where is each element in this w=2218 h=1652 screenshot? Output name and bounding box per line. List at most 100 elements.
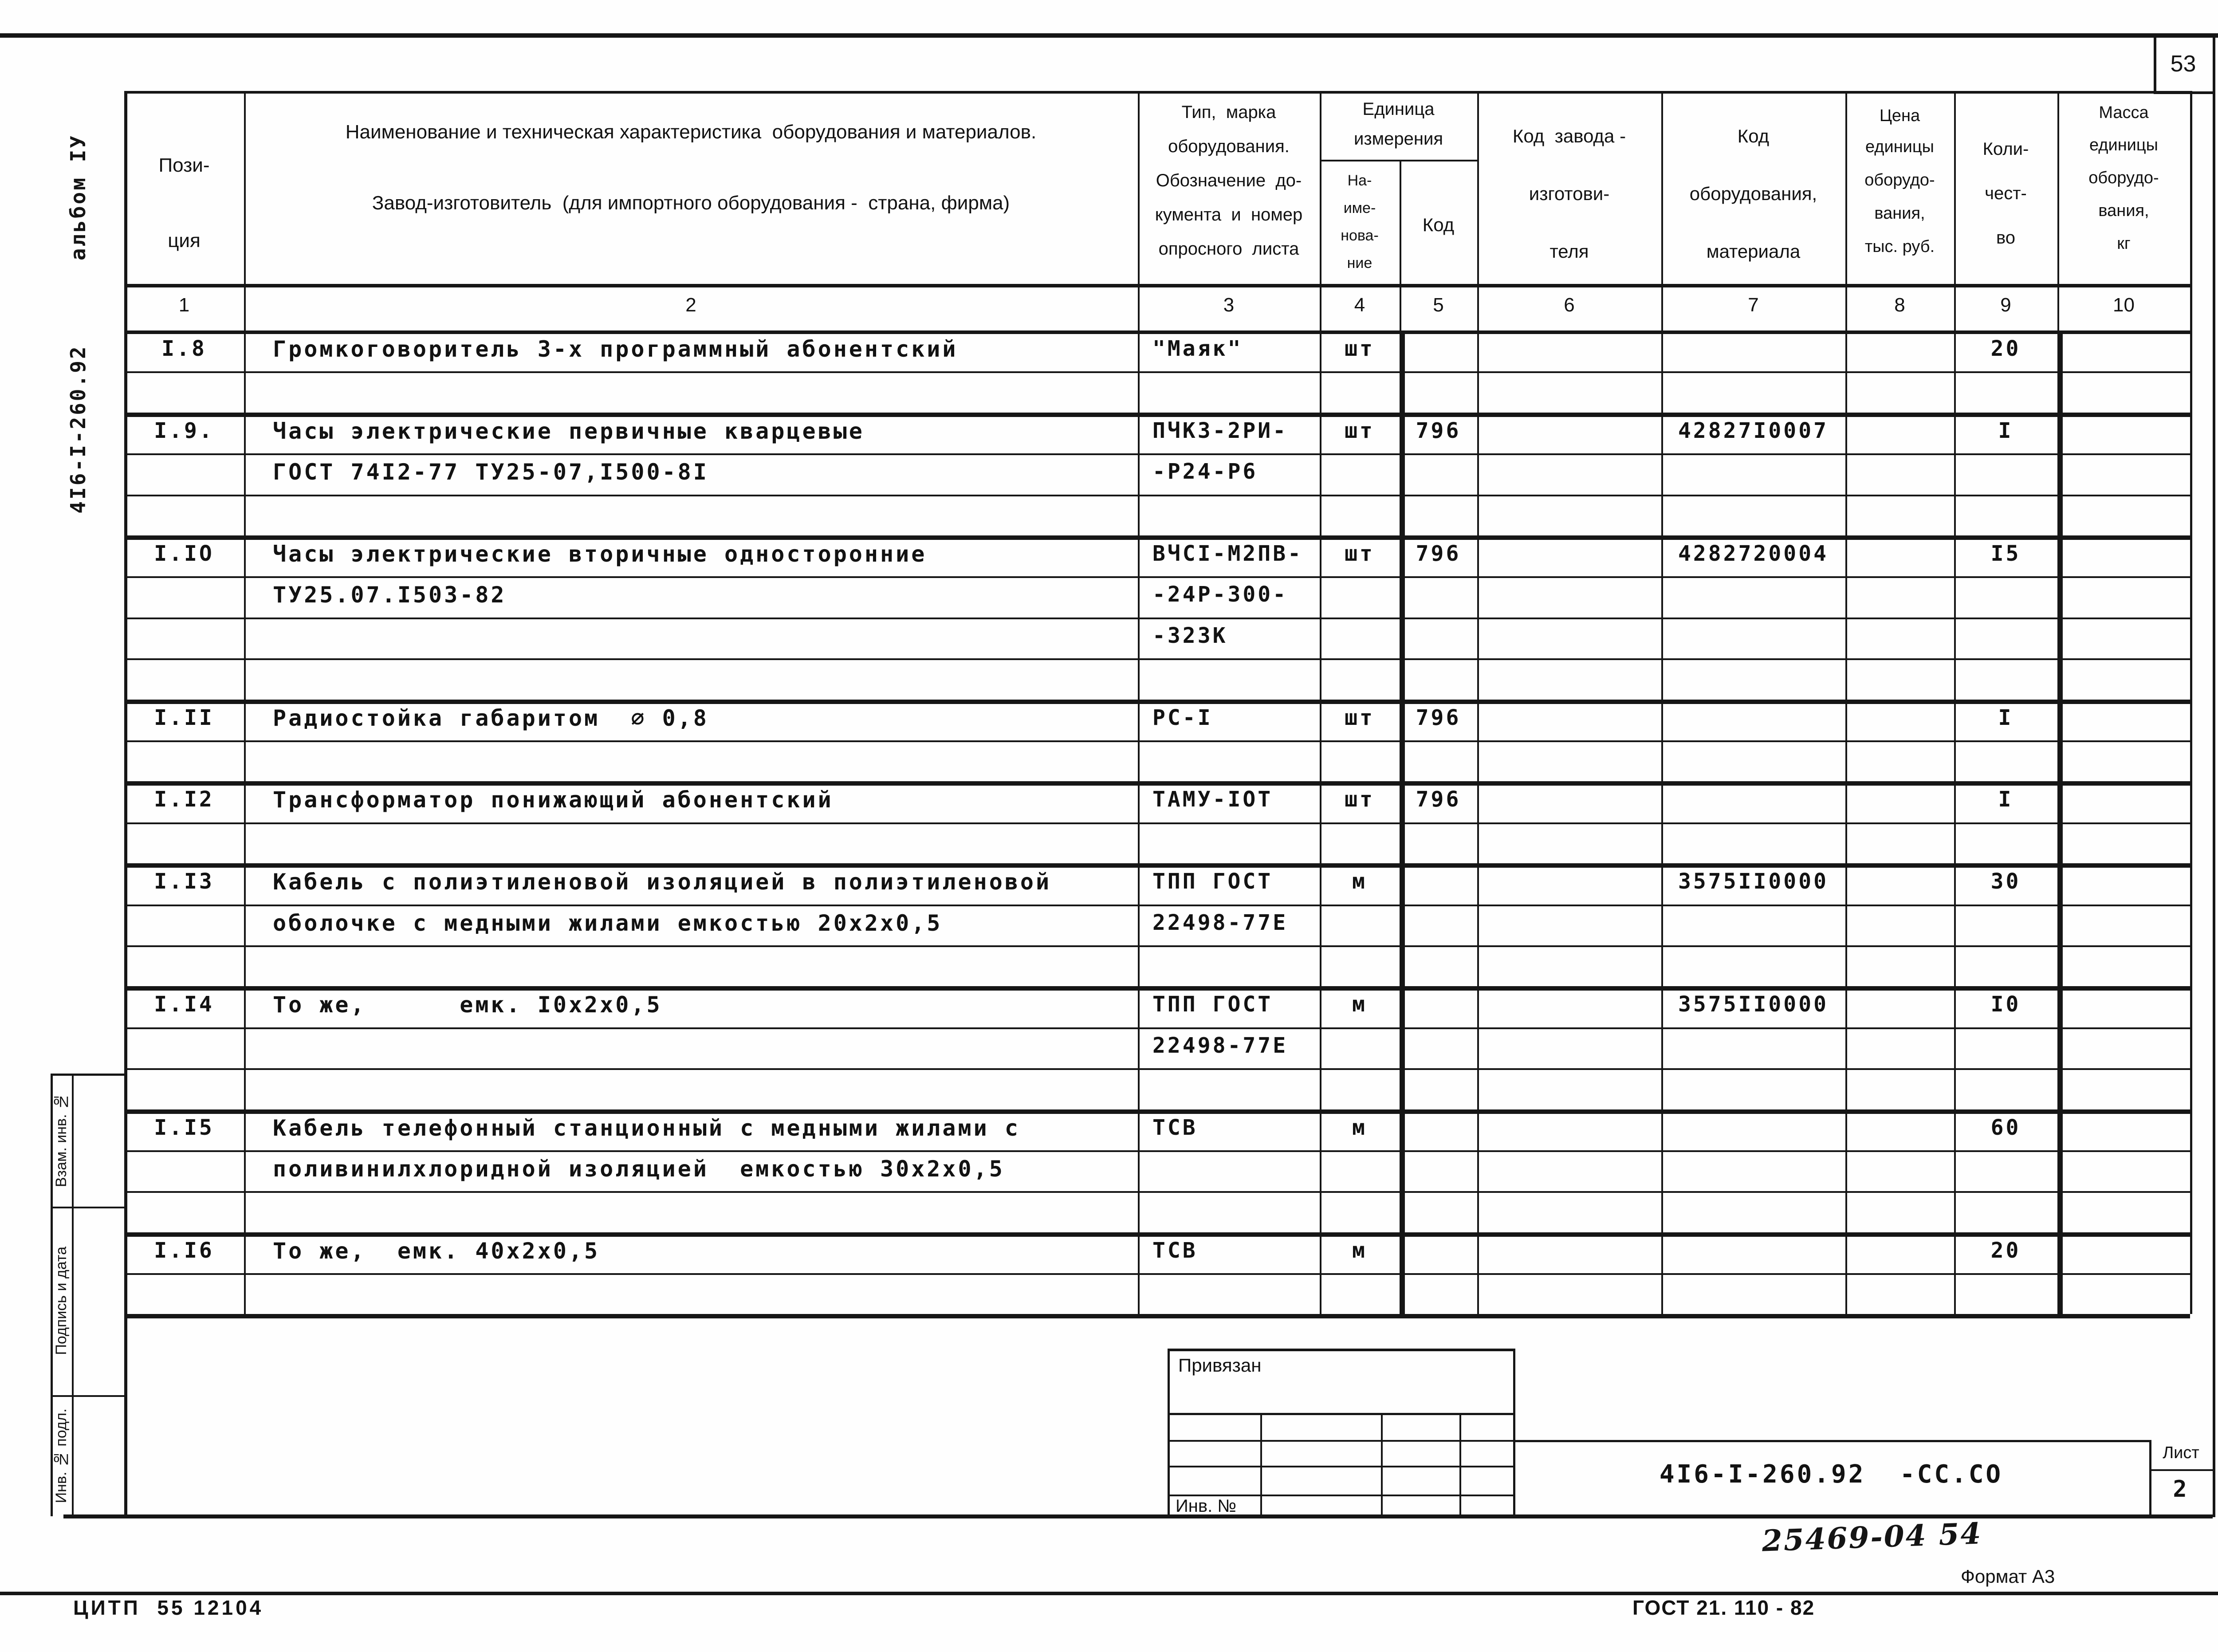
header-col4-line2: име- [1343, 200, 1376, 216]
grid-line [63, 1514, 2213, 1518]
header-col8-line3: оборудо- [1864, 171, 1935, 189]
table-cell-pos: I.I5 [154, 1115, 214, 1140]
grid-line [1320, 160, 1477, 161]
header-col6-line1: Код завода - [1512, 126, 1626, 146]
column-number-8: 8 [1894, 294, 1905, 316]
table-cell-type: ТПП ГОСТ [1152, 992, 1273, 1017]
table-cell-qty: 30 [1990, 869, 2021, 894]
column-number-10: 10 [2113, 294, 2135, 316]
header-col10-line2: единицы [2089, 136, 2158, 154]
grid-line [124, 284, 2190, 287]
table-cell-material_code: 4282720004 [1678, 541, 1829, 566]
grid-line [124, 1150, 2190, 1152]
table-cell-qty: 20 [1990, 1238, 2021, 1263]
grid-line [1168, 1413, 1515, 1415]
grid-line [1513, 1440, 2149, 1442]
grid-line [2213, 35, 2215, 1517]
table-cell-type: ТПП ГОСТ [1152, 869, 1273, 894]
table-cell-type: РС-I [1152, 705, 1213, 730]
grid-line [1513, 1349, 1515, 1516]
table-cell-pos: I.9. [154, 418, 214, 443]
column-number-6: 6 [1564, 294, 1575, 316]
sidebar-box-podpis-data: Подпись и дата [52, 1247, 70, 1355]
table-cell-type: "Маяк" [1152, 336, 1243, 361]
header-col7-line2: оборудования, [1689, 183, 1817, 204]
grid-line [124, 495, 2190, 496]
table-cell-pos: I.I3 [154, 869, 214, 894]
table-cell-qty: I0 [1990, 992, 2021, 1017]
grid-line [1459, 1413, 1461, 1516]
stamp-designation: 4I6-I-260.92 -СС.СО [1659, 1460, 2003, 1489]
grid-line [72, 1074, 74, 1516]
grid-line [2154, 35, 2156, 91]
grid-line [124, 91, 2190, 94]
grid-line [124, 986, 2190, 991]
header-col3-line5: опросного листа [1158, 239, 1299, 259]
grid-line [124, 863, 2190, 868]
column-number-9: 9 [2000, 294, 2011, 316]
table-cell-qty: I [1998, 787, 2014, 812]
table-cell-type: -323К [1152, 623, 1228, 648]
table-cell-type: ТСВ [1152, 1238, 1198, 1263]
table-cell-name: Кабель с полиэтиленовой изоляцией в поли… [273, 869, 1052, 895]
grid-line [1260, 1413, 1262, 1516]
table-cell-unit_code: 796 [1416, 418, 1461, 443]
margin-designation-vertical: 4I6-I-260.92 альбом IУ [66, 134, 90, 514]
grid-line [124, 1191, 2190, 1193]
grid-line [124, 618, 2190, 619]
grid-line [1168, 1349, 1515, 1351]
header-col10-line1: Масса [2099, 103, 2149, 122]
column-number-7: 7 [1748, 294, 1759, 316]
table-cell-material_code: 3575II0000 [1678, 992, 1829, 1017]
table-cell-unit_code: 796 [1416, 541, 1461, 566]
table-cell-unit: м [1352, 869, 1367, 894]
grid-line [124, 740, 2190, 742]
header-col3-line2: оборудования. [1168, 137, 1290, 156]
header-col10-line4: вания, [2098, 201, 2149, 220]
header-col9-line1: Коли- [1982, 139, 2029, 159]
grid-line [124, 905, 2190, 906]
grid-line [124, 576, 2190, 578]
header-col8-line4: вания, [1874, 204, 1925, 223]
grid-line [124, 413, 2190, 417]
table-cell-pos: I.I2 [154, 787, 214, 812]
grid-line [1381, 1413, 1383, 1516]
column-number-4: 4 [1354, 294, 1365, 316]
table-cell-unit_code: 796 [1416, 787, 1461, 812]
grid-line [124, 822, 2190, 824]
grid-line [124, 945, 2190, 947]
table-cell-unit_code: 796 [1416, 705, 1461, 730]
grid-line [2057, 91, 2059, 330]
table-cell-pos: I.II [154, 705, 214, 730]
grid-line [51, 1395, 124, 1397]
grid-line [124, 91, 127, 1516]
grid-line [2149, 1469, 2213, 1471]
table-cell-unit: шт [1345, 336, 1375, 361]
header-col10-line3: оборудо- [2088, 169, 2159, 187]
page-number-box: 53 [2154, 36, 2213, 91]
grid-line [2190, 91, 2192, 1314]
table-cell-qty: I [1998, 705, 2014, 730]
header-col3-line1: Тип, марка [1181, 102, 1276, 122]
table-cell-type: ТАМУ-IOТ [1152, 787, 1273, 812]
header-col7-line1: Код [1737, 126, 1770, 146]
grid-line [0, 1592, 2218, 1595]
header-unit_group-line2: измерения [1353, 129, 1443, 149]
header-col1-line2: ция [168, 230, 201, 252]
table-cell-type: ВЧСI-М2ПВ- [1152, 541, 1303, 566]
header-col2-line1: Наименование и техническая характеристик… [345, 121, 1037, 143]
table-cell-qty: I [1998, 418, 2014, 443]
header-col5-line1: Код [1422, 214, 1455, 235]
sidebar-box-vzam-inv: Взам. инв. № [52, 1093, 70, 1188]
table-cell-name: ТУ25.07.I503-82 [273, 582, 507, 608]
sidebar-box-inv-podl: Инв. № подл. [52, 1408, 70, 1503]
grid-line [124, 330, 2190, 334]
stamp-sheet-number: 2 [2173, 1476, 2189, 1503]
header-col8-line1: Цена [1879, 106, 1920, 125]
header-col8-line5: тыс. руб. [1864, 237, 1935, 256]
grid-line [51, 1074, 124, 1076]
grid-line [124, 1109, 2190, 1114]
grid-line [124, 1068, 2190, 1070]
handwritten-archive-number: 25469-04 54 [1761, 1516, 1983, 1558]
